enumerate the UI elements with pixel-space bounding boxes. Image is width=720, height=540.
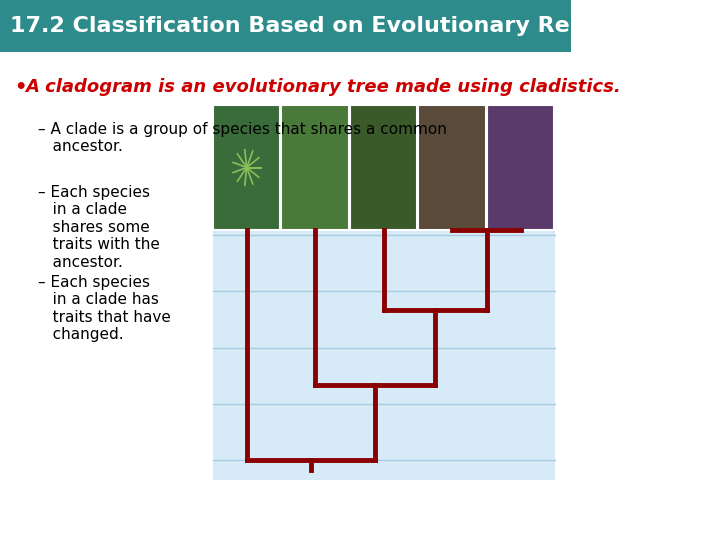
Text: •: • [14,78,27,97]
Bar [0,0,571,52]
Bar [212,105,555,480]
Bar [212,105,280,230]
Text: – Each species
   in a clade
   shares some
   traits with the
   ancestor.: – Each species in a clade shares some tr… [38,185,160,269]
Text: – A clade is a group of species that shares a common
   ancestor.: – A clade is a group of species that sha… [38,122,447,154]
Bar [281,105,348,230]
Text: – Each species
   in a clade has
   traits that have
   changed.: – Each species in a clade has traits tha… [38,275,171,342]
Text: 17.2 Classification Based on Evolutionary Relationships: 17.2 Classification Based on Evolutionar… [9,16,707,36]
Bar [349,105,418,230]
Bar [418,105,486,230]
Bar [487,105,554,230]
Text: A cladogram is an evolutionary tree made using cladistics.: A cladogram is an evolutionary tree made… [25,78,621,96]
